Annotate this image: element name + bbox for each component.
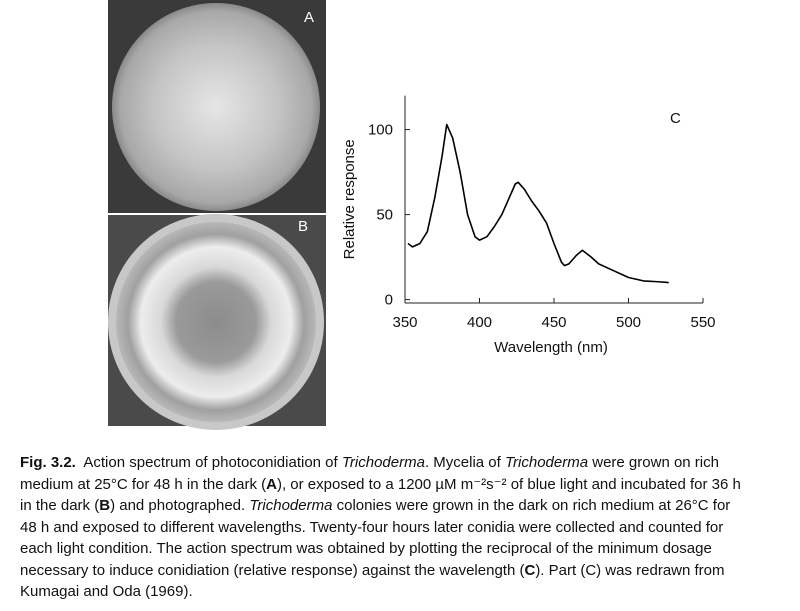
- caption-run: ) and photographed.: [110, 497, 250, 514]
- caption-run: ). Part (C) was redrawn from: [535, 561, 725, 579]
- caption-run: Action spectrum of photoconidiation of: [75, 454, 342, 471]
- petri-dish-a: [112, 3, 320, 211]
- caption-line: 48 h and exposed to different wavelength…: [0, 517, 800, 539]
- chart: 0 50 100 350 400 450 500 550 Wavelength (nm) Rela…: [341, 95, 716, 356]
- caption-run: Fig. 3.2.: [20, 454, 76, 471]
- annotation: C: [670, 110, 681, 127]
- x-tick-label: 400: [467, 314, 492, 331]
- caption-line: Kumagai and Oda (1969).: [0, 581, 800, 603]
- caption-run: B: [99, 497, 111, 514]
- x-tick-label: 350: [392, 314, 417, 331]
- caption-run: ), or exposed to a 1200 µM m⁻²s⁻² of blu…: [276, 475, 741, 493]
- petri-dish-b: [116, 222, 316, 422]
- x-tick-label: 500: [616, 314, 641, 331]
- caption-run: Trichoderma: [341, 454, 425, 471]
- caption-run: A: [266, 475, 277, 493]
- caption-run: Kumagai and Oda (1969).: [20, 583, 193, 600]
- caption-line: in the dark (B) and photographed. Tricho…: [0, 495, 800, 517]
- caption-line: necessary to induce conidiation (relativ…: [0, 560, 800, 582]
- figure: A B 0 50 100 350 400 450 500 550 Wavelength (nm)…: [108, 0, 716, 430]
- y-tick-label: 0: [385, 292, 393, 309]
- panel-label: A: [304, 9, 314, 26]
- caption-run: colonies were grown in the dark on rich …: [332, 497, 731, 514]
- caption-run: Trichoderma: [504, 454, 589, 471]
- caption-line: medium at 25°C for 48 h in the dark (A),…: [0, 474, 800, 496]
- caption-run: medium at 25°C for 48 h in the dark (: [20, 475, 267, 493]
- caption-run: 48 h and exposed to different wavelength…: [20, 518, 724, 536]
- x-tick-label: 550: [690, 314, 715, 331]
- y-tick-label: 50: [376, 207, 393, 224]
- caption-run: in the dark (: [20, 497, 100, 514]
- x-tick-label: 450: [541, 314, 566, 331]
- caption-line: Fig. 3.2. Action spectrum of photoconidi…: [0, 452, 800, 474]
- y-axis-label: Relative response: [341, 139, 358, 259]
- caption-run: C: [524, 561, 536, 579]
- panel-label: B: [298, 218, 308, 235]
- caption-line: each light condition. The action spectru…: [0, 538, 800, 560]
- y-tick-label: 100: [368, 122, 393, 139]
- caption-run: . Mycelia of: [424, 454, 505, 471]
- data-line: [407, 123, 669, 284]
- caption-run: Trichoderma: [249, 497, 333, 514]
- caption-run: each light condition. The action spectru…: [20, 540, 712, 557]
- caption-run: necessary to induce conidiation (relativ…: [20, 561, 525, 579]
- caption: Fig. 3.2. Action spectrum of photoconidi…: [0, 452, 800, 603]
- caption-run: were grown on rich: [588, 454, 719, 471]
- x-axis-label: Wavelength (nm): [494, 339, 608, 356]
